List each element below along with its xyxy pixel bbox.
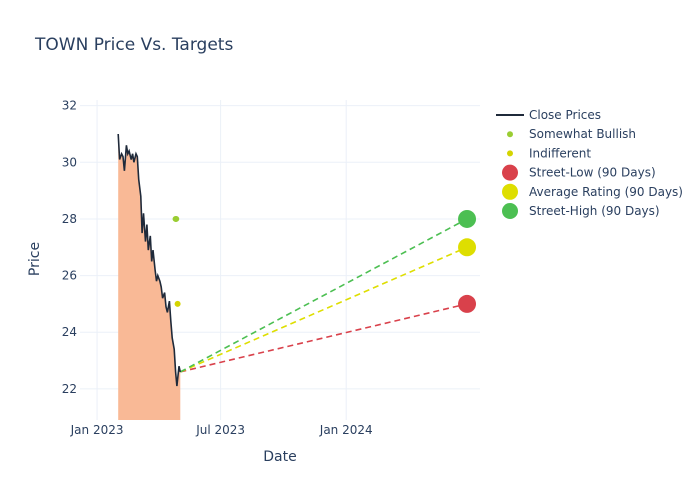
legend-item[interactable]: Average Rating (90 Days) (502, 183, 683, 200)
legend-circle-swatch (502, 164, 518, 181)
target-lines (179, 218, 468, 373)
y-tick-label: 26 (62, 269, 77, 283)
legend-dot-swatch (507, 131, 513, 138)
rating-marker (173, 215, 180, 222)
legend-item[interactable]: Street-Low (90 Days) (502, 164, 656, 181)
x-axis-title: Date (263, 449, 296, 465)
y-axis-title: Price (27, 242, 43, 276)
legend-label: Street-High (90 Days) (529, 204, 660, 218)
legend-label: Street-Low (90 Days) (529, 166, 656, 180)
legend-dot-swatch (507, 150, 513, 157)
legend-label: Average Rating (90 Days) (529, 185, 683, 199)
legend[interactable]: Close Prices Somewhat Bullish Indifferent S… (496, 108, 683, 219)
rating-marker (174, 300, 181, 307)
legend-label: Close Prices (529, 108, 601, 122)
y-tick-label: 22 (62, 382, 77, 396)
legend-circle-swatch (502, 203, 518, 219)
x-tick-label: Jul 2023 (195, 423, 245, 437)
legend-item[interactable]: Close Prices (496, 108, 601, 122)
target-line (180, 246, 468, 373)
target-marker (458, 238, 477, 257)
x-tick-label: Jan 2024 (319, 423, 373, 437)
target-marker (458, 209, 477, 228)
y-tick-label: 24 (62, 325, 77, 339)
y-tick-label: 30 (62, 155, 77, 169)
y-tick-label: 28 (62, 212, 77, 226)
close-price-line-group (117, 133, 182, 387)
legend-label: Somewhat Bullish (529, 127, 636, 141)
legend-item[interactable]: Somewhat Bullish (507, 127, 636, 141)
axis-ticks: 22 24 26 28 30 32 Jan 2023 Jul 2023 Jan 2024 (62, 99, 373, 437)
target-line (179, 218, 468, 373)
legend-label: Indifferent (529, 146, 591, 160)
x-tick-label: Jan 2023 (70, 423, 124, 437)
target-line (180, 303, 468, 373)
close-price-area (118, 134, 181, 420)
rating-markers (172, 209, 477, 313)
chart-title: TOWN Price Vs. Targets (34, 35, 233, 55)
target-marker (458, 294, 477, 313)
y-tick-label: 32 (62, 99, 77, 113)
close-price-line (117, 133, 182, 387)
close-price-fill (118, 134, 181, 420)
legend-circle-swatch (502, 183, 518, 200)
legend-item[interactable]: Indifferent (507, 146, 591, 160)
legend-item[interactable]: Street-High (90 Days) (502, 203, 660, 219)
